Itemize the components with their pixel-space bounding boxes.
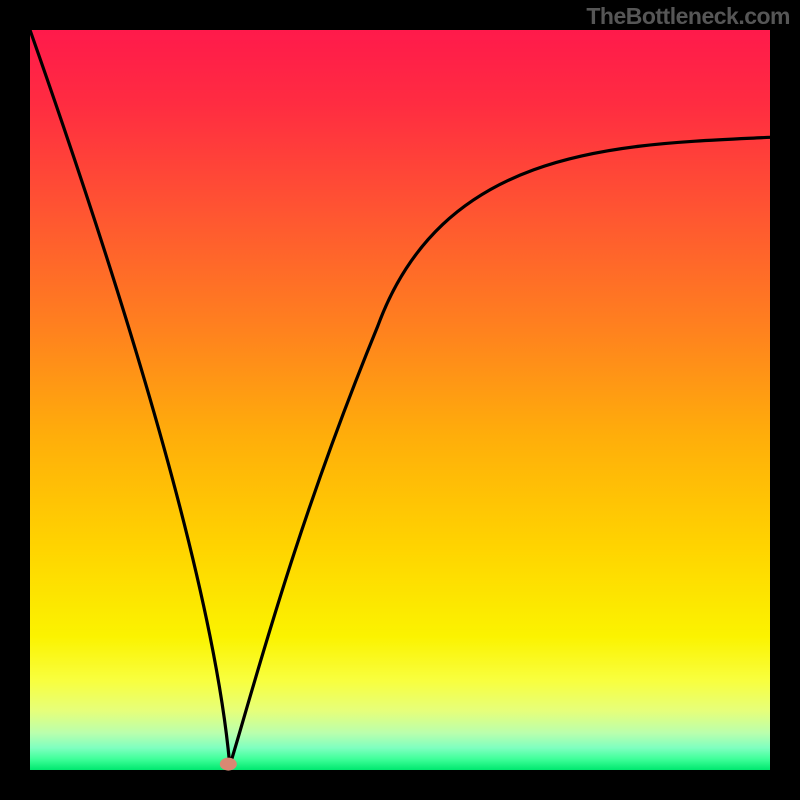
watermark-label: TheBottleneck.com (586, 3, 790, 30)
bottleneck-curve (30, 30, 770, 766)
optimal-point-marker (220, 758, 237, 771)
chart-container: TheBottleneck.com (0, 0, 800, 800)
curve-layer (0, 0, 800, 800)
